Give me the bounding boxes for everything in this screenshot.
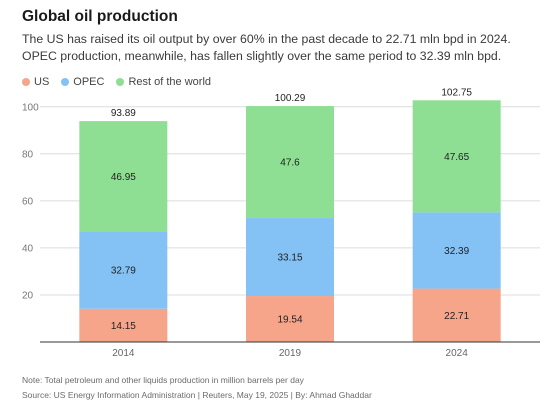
value-label-us-2024: 22.71: [444, 311, 469, 322]
x-tick-label-2014: 2014: [112, 348, 135, 359]
value-label-us-2014: 14.15: [111, 321, 136, 332]
bar-opec-2014: [79, 231, 168, 309]
total-label-2024: 102.75: [441, 87, 472, 98]
legend-label-rest-of-world: Rest of the world: [128, 76, 212, 88]
bar-rest-of-the-world-2019: [246, 106, 334, 219]
legend-item-us: US: [22, 76, 49, 88]
legend-item-opec: OPEC: [61, 76, 104, 88]
value-label-rest-of-the-world-2014: 46.95: [111, 172, 136, 183]
value-label-opec-2014: 32.79: [111, 266, 136, 277]
x-tick-label-2024: 2024: [446, 348, 469, 359]
y-tick-label-60: 60: [22, 196, 34, 207]
total-label-2014: 93.89: [111, 108, 136, 119]
value-label-us-2019: 19.54: [277, 315, 302, 326]
bar-rest-of-the-world-2024: [412, 100, 501, 213]
chart-source: Source: US Energy Information Administra…: [22, 390, 372, 400]
bar-opec-2024: [412, 212, 501, 289]
chart-subtitle: The US has raised its oil output by over…: [22, 32, 511, 63]
y-tick-label-100: 100: [22, 102, 39, 113]
stacked-bar-chart: 20 40 60 80 100 14.15 32.79 46.95 93.89 2014 19.54…: [22, 87, 540, 359]
value-label-opec-2019: 33.15: [277, 253, 302, 264]
legend-item-rest-of-world: Rest of the world: [116, 76, 211, 88]
value-label-rest-of-the-world-2019: 47.6: [280, 158, 300, 169]
legend: US OPEC Rest of the world: [22, 76, 211, 88]
chart-note: Note: Total petroleum and other liquids …: [22, 375, 304, 385]
value-label-rest-of-the-world-2024: 47.65: [444, 152, 469, 163]
value-label-opec-2024: 32.39: [444, 246, 469, 257]
bar-us-2024: [412, 288, 501, 342]
legend-swatch-rest-of-world: [116, 78, 125, 86]
legend-label-opec: OPEC: [73, 76, 105, 88]
x-tick-label-2019: 2019: [279, 348, 302, 359]
bar-opec-2019: [246, 218, 334, 297]
legend-label-us: US: [34, 76, 50, 88]
bar-us-2014: [79, 308, 168, 342]
bar-rest-of-the-world-2014: [79, 121, 168, 232]
bar-us-2019: [246, 296, 334, 342]
total-label-2019: 100.29: [275, 93, 306, 104]
chart-title: Global oil production: [22, 8, 178, 25]
legend-swatch-us: [22, 78, 30, 86]
y-tick-label-40: 40: [22, 243, 34, 254]
legend-swatch-opec: [61, 78, 70, 86]
y-tick-label-80: 80: [22, 149, 34, 160]
y-tick-label-20: 20: [22, 290, 34, 301]
